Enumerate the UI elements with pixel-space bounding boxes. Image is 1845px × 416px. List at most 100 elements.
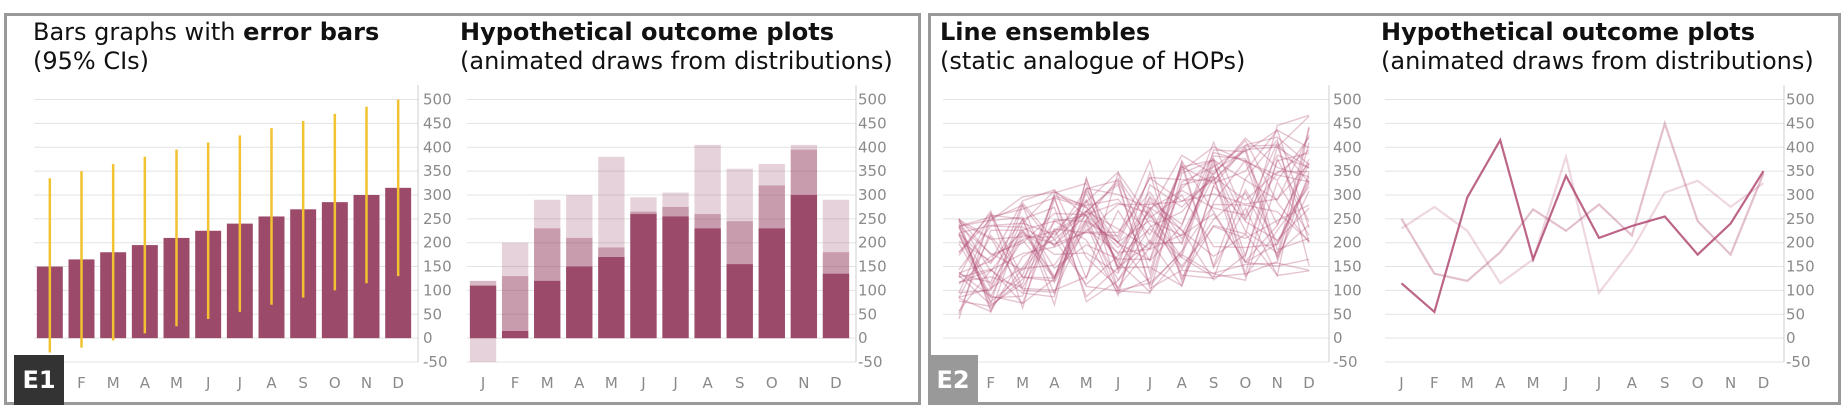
y-tick-label: 50 <box>1786 305 1805 323</box>
y-tick-label: 50 <box>423 305 442 323</box>
ensemble-line <box>958 177 1310 311</box>
x-tick-label: J <box>1115 374 1120 392</box>
y-tick-label: -50 <box>1333 353 1358 371</box>
ensemble-line <box>958 142 1310 278</box>
x-tick-label: A <box>1627 374 1638 392</box>
ensemble-line <box>958 146 1310 304</box>
hop-bar <box>822 273 850 339</box>
y-tick-label: -50 <box>423 353 448 371</box>
ensemble-line <box>958 183 1310 287</box>
ensemble-line <box>958 127 1310 280</box>
x-tick-label: J <box>1147 374 1152 392</box>
ensemble-line <box>958 134 1310 294</box>
ensemble-line <box>958 136 1310 298</box>
x-tick-label: D <box>1758 374 1770 392</box>
x-tick-label: M <box>1016 374 1029 392</box>
hop-line <box>1400 152 1765 296</box>
y-tick-label: 500 <box>1333 91 1362 109</box>
e2-left-title: Line ensembles <box>940 18 1151 46</box>
x-tick-label: N <box>798 374 809 392</box>
ensemble-line <box>958 152 1310 308</box>
y-tick-label: 0 <box>858 329 868 347</box>
ensemble-line <box>958 154 1310 294</box>
x-tick-label: A <box>1049 374 1060 392</box>
y-tick-label: 500 <box>1786 91 1815 109</box>
x-tick-label: F <box>1430 374 1439 392</box>
y-tick-label: 500 <box>423 91 452 109</box>
ensemble-line <box>958 175 1310 298</box>
ensemble-line <box>958 180 1310 315</box>
ensemble-line <box>958 138 1310 314</box>
hop-bar <box>790 194 818 339</box>
ensemble-line <box>958 212 1310 304</box>
x-tick-label: A <box>266 374 277 392</box>
x-tick-label: O <box>329 374 341 392</box>
x-tick-label: M <box>541 374 554 392</box>
y-tick-label: 350 <box>1786 162 1815 180</box>
x-tick-label: D <box>830 374 842 392</box>
ensemble-line <box>958 146 1310 306</box>
x-tick-label: N <box>1272 374 1283 392</box>
y-tick-label: 200 <box>1333 234 1362 252</box>
x-tick-label: S <box>1209 374 1219 392</box>
y-tick-label: 50 <box>858 305 877 323</box>
x-tick-label: J <box>1398 374 1403 392</box>
e2-right-subtitle: (animated draws from distributions) <box>1381 47 1814 75</box>
y-tick-label: 450 <box>1333 114 1362 132</box>
hop-bar <box>662 216 689 339</box>
y-tick-label: 0 <box>1786 329 1796 347</box>
y-tick-label: 300 <box>1333 186 1362 204</box>
x-tick-label: M <box>170 374 183 392</box>
y-tick-label: 350 <box>423 162 452 180</box>
ensemble-line <box>958 159 1310 305</box>
y-tick-label: 250 <box>423 210 452 228</box>
x-tick-label: S <box>298 374 308 392</box>
hop-bar <box>758 228 785 339</box>
ensemble-line <box>958 151 1310 293</box>
e2-badge: E2 <box>928 355 978 405</box>
hop-bar <box>566 266 593 339</box>
y-tick-label: 250 <box>1333 210 1362 228</box>
e1-badge: E1 <box>14 355 64 405</box>
ensemble-line <box>958 155 1310 287</box>
ensemble-line <box>958 129 1310 289</box>
y-tick-label: 300 <box>423 186 452 204</box>
hop-bar <box>469 285 497 339</box>
x-tick-label: D <box>1303 374 1315 392</box>
x-tick-label: M <box>605 374 618 392</box>
ensemble-line <box>958 115 1310 284</box>
ensemble-line <box>958 170 1310 320</box>
y-tick-label: 0 <box>1333 329 1343 347</box>
x-tick-label: D <box>392 374 404 392</box>
y-tick-label: 450 <box>1786 114 1815 132</box>
x-tick-label: M <box>1527 374 1540 392</box>
x-tick-label: S <box>1660 374 1670 392</box>
y-tick-label: 100 <box>423 281 452 299</box>
y-tick-label: 150 <box>1786 258 1815 276</box>
x-tick-label: M <box>1080 374 1093 392</box>
y-tick-label: 150 <box>1333 258 1362 276</box>
hop-bar <box>469 338 497 362</box>
x-tick-label: A <box>702 374 713 392</box>
y-tick-label: 250 <box>1786 210 1815 228</box>
y-tick-label: 200 <box>1786 234 1815 252</box>
x-tick-label: J <box>1596 374 1601 392</box>
x-tick-label: J <box>237 374 242 392</box>
x-tick-label: O <box>766 374 778 392</box>
y-tick-label: 350 <box>858 162 887 180</box>
e2-right-title: Hypothetical outcome plots <box>1381 18 1755 46</box>
ensemble-line <box>958 145 1310 263</box>
y-tick-label: 200 <box>423 234 452 252</box>
hop-bar <box>534 280 561 339</box>
x-tick-label: A <box>574 374 585 392</box>
e2-left-subtitle: (static analogue of HOPs) <box>940 47 1246 75</box>
y-tick-label: -50 <box>858 353 883 371</box>
y-tick-label: 100 <box>1333 281 1362 299</box>
e1-left-title: Bars graphs with error bars <box>33 18 380 46</box>
x-tick-label: N <box>1725 374 1736 392</box>
ensemble-line <box>958 140 1310 291</box>
ensemble-line <box>958 128 1310 299</box>
ensemble-line <box>958 139 1310 285</box>
e1-right-subtitle: (animated draws from distributions) <box>460 47 893 75</box>
hop-bar <box>501 276 529 339</box>
